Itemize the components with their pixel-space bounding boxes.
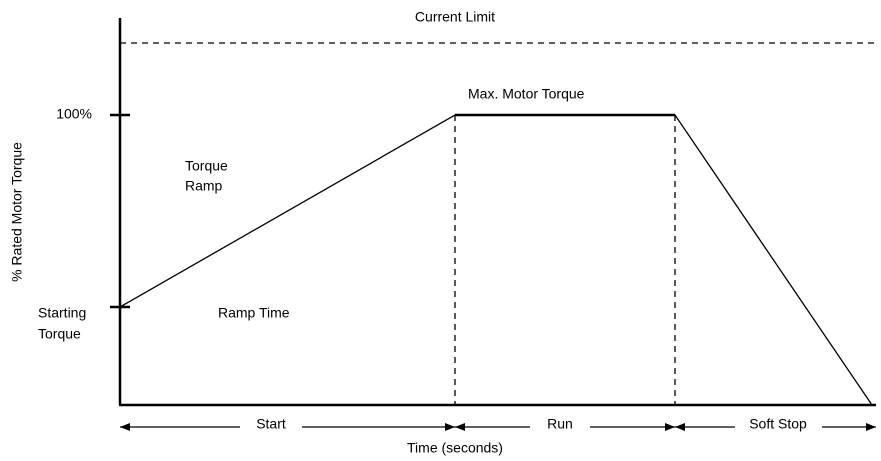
phase-label: Soft Stop	[749, 416, 807, 432]
y-axis-label: % Rated Motor Torque	[9, 142, 25, 282]
x-axis-label: Time (seconds)	[407, 440, 503, 456]
max-torque-label: Max. Motor Torque	[468, 86, 585, 102]
ramp-time-label: Ramp Time	[218, 305, 290, 321]
current-limit-label: Current Limit	[415, 9, 495, 25]
phase-label: Run	[547, 416, 573, 432]
torque-ramp-label: Ramp	[185, 178, 223, 194]
starting-torque-label: Starting	[38, 305, 86, 321]
starting-torque-label: Torque	[38, 326, 81, 342]
phase-label: Start	[256, 416, 286, 432]
torque-profile	[119, 114, 873, 406]
torque-ramp-label: Torque	[185, 158, 228, 174]
y-tick-label: 100%	[56, 106, 92, 122]
